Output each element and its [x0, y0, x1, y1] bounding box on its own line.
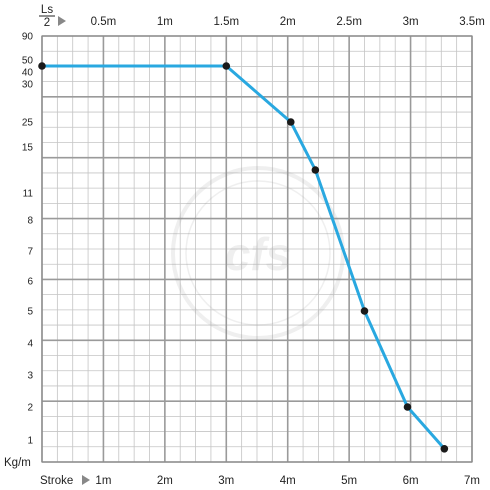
- top-axis-label-denominator: 2: [44, 17, 50, 29]
- y-tick-label: 90: [22, 32, 34, 43]
- y-tick-label: 1: [27, 436, 33, 447]
- bottom-axis-arrow-icon: [82, 475, 90, 485]
- top-tick-label: 0.5m: [91, 16, 117, 28]
- y-tick-label: 5: [27, 307, 33, 318]
- y-tick-label: 4: [27, 339, 33, 350]
- bottom-tick-label: 6m: [403, 475, 419, 487]
- data-point: [403, 403, 412, 411]
- bottom-tick-label: 5m: [341, 475, 357, 487]
- y-tick-label: 40: [22, 68, 34, 79]
- top-tick-labels: 0.5m 1m 1.5m 2m 2.5m 3m 3.5m: [91, 16, 485, 28]
- bottom-tick-labels: 1m 2m 3m 4m 5m 6m 7m: [95, 475, 480, 487]
- bottom-tick-label: 3m: [218, 475, 234, 487]
- watermark: cfs: [171, 166, 345, 340]
- data-point: [440, 445, 449, 453]
- bottom-axis-label: Stroke: [40, 475, 73, 487]
- y-tick-label: 7: [27, 247, 33, 258]
- y-axis-label: Kg/m: [4, 457, 31, 469]
- data-point: [311, 166, 320, 174]
- y-tick-label: 8: [27, 216, 33, 227]
- watermark-text: cfs: [225, 228, 291, 280]
- top-tick-label: 1m: [157, 16, 173, 28]
- bottom-tick-label: 7m: [464, 475, 480, 487]
- top-tick-label: 3m: [403, 16, 419, 28]
- y-tick-label: 50: [22, 56, 34, 67]
- bottom-tick-label: 2m: [157, 475, 173, 487]
- data-point: [222, 62, 231, 70]
- bottom-tick-label: 1m: [95, 475, 111, 487]
- y-tick-label: 6: [27, 277, 33, 288]
- y-tick-label: 3: [27, 371, 33, 382]
- data-point: [38, 62, 46, 70]
- top-axis-label-numerator: Ls: [41, 4, 53, 16]
- points-layer: [38, 62, 449, 453]
- y-tick-label: 11: [23, 189, 34, 200]
- top-tick-label: 3.5m: [459, 16, 485, 28]
- y-tick-label: 25: [22, 118, 34, 129]
- data-point: [360, 307, 369, 315]
- y-tick-label: 15: [22, 143, 34, 154]
- top-tick-label: 2.5m: [336, 16, 362, 28]
- major-grid: [41, 35, 473, 463]
- plot-border: [41, 35, 473, 463]
- y-tick-label: 30: [22, 80, 34, 91]
- top-axis-arrow-icon: [58, 16, 66, 26]
- y-tick-label: 2: [27, 403, 33, 414]
- top-tick-label: 1.5m: [213, 16, 239, 28]
- bottom-tick-label: 4m: [280, 475, 296, 487]
- top-tick-label: 2m: [280, 16, 296, 28]
- data-point: [286, 118, 295, 126]
